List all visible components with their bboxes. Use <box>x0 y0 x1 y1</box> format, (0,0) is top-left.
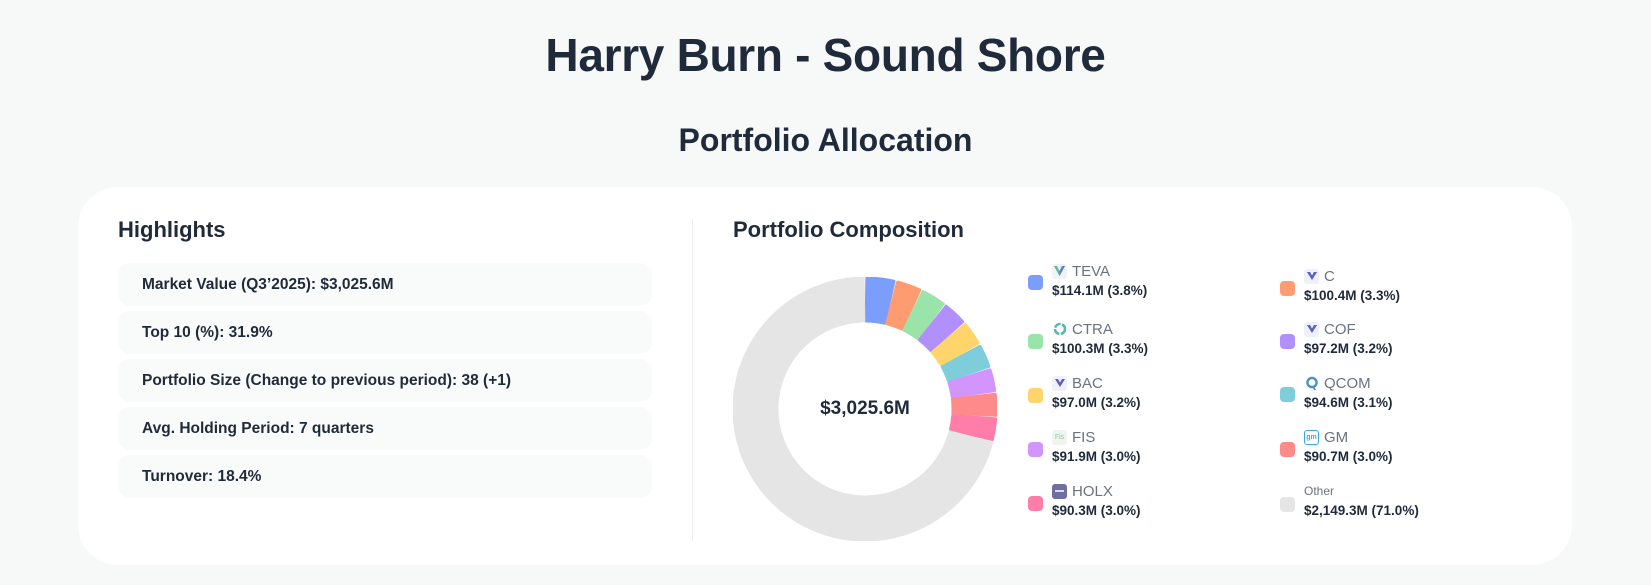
teva-logo-icon <box>1052 263 1067 279</box>
highlight-top-10: Top 10 (%): 31.9% <box>118 311 652 354</box>
legend-swatch <box>1280 442 1295 457</box>
legend-ticker: GM <box>1324 428 1349 446</box>
legend-swatch <box>1028 388 1043 403</box>
highlight-turnover: Turnover: 18.4% <box>118 455 652 498</box>
legend-item-cof[interactable]: COF $97.2M (3.2%) <box>1280 319 1500 363</box>
legend-swatch <box>1028 496 1043 511</box>
highlight-avg-holding-period: Avg. Holding Period: 7 quarters <box>118 407 652 450</box>
legend-swatch <box>1280 334 1295 349</box>
legend-value: $97.2M (3.2%) <box>1304 341 1393 356</box>
panel-divider <box>692 219 693 541</box>
fis-logo-icon: Fis <box>1052 429 1067 445</box>
legend-ticker: Other <box>1304 484 1335 498</box>
holx-logo-icon <box>1052 483 1067 499</box>
legend-ticker: CTRA <box>1072 320 1113 338</box>
donut-segment-other[interactable] <box>733 277 993 541</box>
highlight-market-value: Market Value (Q3’2025): $3,025.6M <box>118 263 652 306</box>
composition-title: Portfolio Composition <box>733 217 964 242</box>
legend-item-teva[interactable]: TEVA $114.1M (3.8%) <box>1028 261 1248 305</box>
highlight-portfolio-size: Portfolio Size (Change to previous perio… <box>118 359 652 402</box>
c-logo-icon <box>1304 268 1319 284</box>
donut-svg <box>733 277 997 541</box>
legend-swatch <box>1280 387 1295 402</box>
legend-item-holx[interactable]: HOLX $90.3M (3.0%) <box>1028 481 1248 525</box>
legend-value: $100.3M (3.3%) <box>1052 341 1149 356</box>
donut-segment-qcom[interactable] <box>940 344 991 382</box>
donut-chart: $3,025.6M <box>733 277 997 541</box>
qcom-logo-icon <box>1304 376 1319 391</box>
legend-ticker: TEVA <box>1072 262 1111 280</box>
bac-logo-icon <box>1052 375 1067 391</box>
donut-segment-c[interactable] <box>885 280 922 331</box>
page-title: Harry Burn - Sound Shore <box>545 29 1106 81</box>
legend-ticker: HOLX <box>1072 482 1113 500</box>
portfolio-card: Highlights Market Value (Q3’2025): $3,02… <box>78 187 1572 565</box>
legend-value: $97.0M (3.2%) <box>1052 395 1141 410</box>
donut-segment-teva[interactable] <box>864 277 896 325</box>
legend-ticker: C <box>1324 267 1335 285</box>
donut-segment-gm[interactable] <box>950 392 997 417</box>
highlights-panel: Highlights Market Value (Q3’2025): $3,02… <box>118 217 652 503</box>
donut-segment-ctra[interactable] <box>902 290 945 340</box>
legend-item-fis[interactable]: Fis FIS $91.9M (3.0%) <box>1028 427 1248 471</box>
legend-ticker: COF <box>1324 320 1356 338</box>
gm-logo-icon: gm <box>1304 429 1319 445</box>
donut-center-total: $3,025.6M <box>820 398 910 419</box>
legend-item-qcom[interactable]: QCOM $94.6M (3.1%) <box>1280 373 1500 417</box>
legend-item-bac[interactable]: BAC $97.0M (3.2%) <box>1028 373 1248 417</box>
legend-ticker: FIS <box>1072 428 1096 446</box>
legend-swatch <box>1028 442 1043 457</box>
donut-segment-fis[interactable] <box>947 368 997 399</box>
section-title: Portfolio Allocation <box>678 122 973 158</box>
legend-swatch <box>1028 334 1043 349</box>
ctra-logo-icon <box>1052 322 1067 337</box>
legend-swatch <box>1280 281 1295 296</box>
legend-item-gm[interactable]: gm GM $90.7M (3.0%) <box>1280 427 1500 471</box>
legend-swatch <box>1280 497 1295 512</box>
cof-logo-icon <box>1304 321 1319 337</box>
donut-segment-cof[interactable] <box>917 304 965 352</box>
legend-value: $94.6M (3.1%) <box>1304 395 1393 410</box>
legend-value: $2,149.3M (71.0%) <box>1304 503 1419 518</box>
legend-ticker: QCOM <box>1324 374 1371 392</box>
legend-value: $90.3M (3.0%) <box>1052 503 1141 518</box>
donut-segment-holx[interactable] <box>949 414 997 442</box>
legend-value: $90.7M (3.0%) <box>1304 449 1393 464</box>
legend-value: $100.4M (3.3%) <box>1304 288 1401 303</box>
highlights-title: Highlights <box>118 217 226 242</box>
legend-value: $114.1M (3.8%) <box>1052 283 1148 298</box>
legend-item-ctra[interactable]: CTRA $100.3M (3.3%) <box>1028 319 1248 363</box>
legend-value: $91.9M (3.0%) <box>1052 449 1141 464</box>
highlights-list: Market Value (Q3’2025): $3,025.6M Top 10… <box>118 263 652 498</box>
legend-item-c[interactable]: C $100.4M (3.3%) <box>1280 266 1500 310</box>
legend-ticker: BAC <box>1072 374 1103 392</box>
composition-panel: Portfolio Composition $3,025.6M TEVA $11… <box>733 217 1533 547</box>
legend-item-other[interactable]: Other $2,149.3M (71.0%) <box>1280 481 1500 525</box>
legend-swatch <box>1028 275 1043 290</box>
donut-segment-bac[interactable] <box>930 322 980 367</box>
